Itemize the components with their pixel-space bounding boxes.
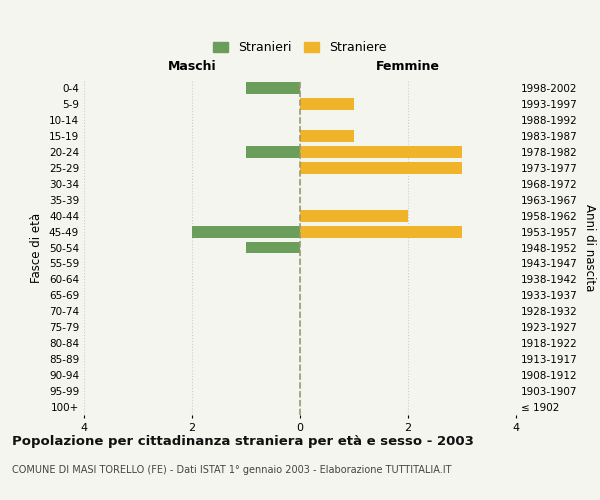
Text: Popolazione per cittadinanza straniera per età e sesso - 2003: Popolazione per cittadinanza straniera p… bbox=[12, 435, 474, 448]
Text: COMUNE DI MASI TORELLO (FE) - Dati ISTAT 1° gennaio 2003 - Elaborazione TUTTITAL: COMUNE DI MASI TORELLO (FE) - Dati ISTAT… bbox=[12, 465, 452, 475]
Legend: Stranieri, Straniere: Stranieri, Straniere bbox=[208, 36, 392, 59]
Bar bbox=[192, 226, 300, 237]
Y-axis label: Anni di nascita: Anni di nascita bbox=[583, 204, 596, 291]
Bar bbox=[246, 146, 300, 158]
Bar bbox=[246, 82, 300, 94]
Bar bbox=[300, 210, 408, 222]
Bar bbox=[300, 162, 462, 173]
Text: Femmine: Femmine bbox=[376, 60, 440, 74]
Y-axis label: Fasce di età: Fasce di età bbox=[31, 212, 43, 282]
Text: Maschi: Maschi bbox=[167, 60, 217, 74]
Bar bbox=[300, 226, 462, 237]
Bar bbox=[246, 242, 300, 254]
Bar bbox=[300, 146, 462, 158]
Bar bbox=[300, 130, 354, 142]
Bar bbox=[300, 98, 354, 110]
